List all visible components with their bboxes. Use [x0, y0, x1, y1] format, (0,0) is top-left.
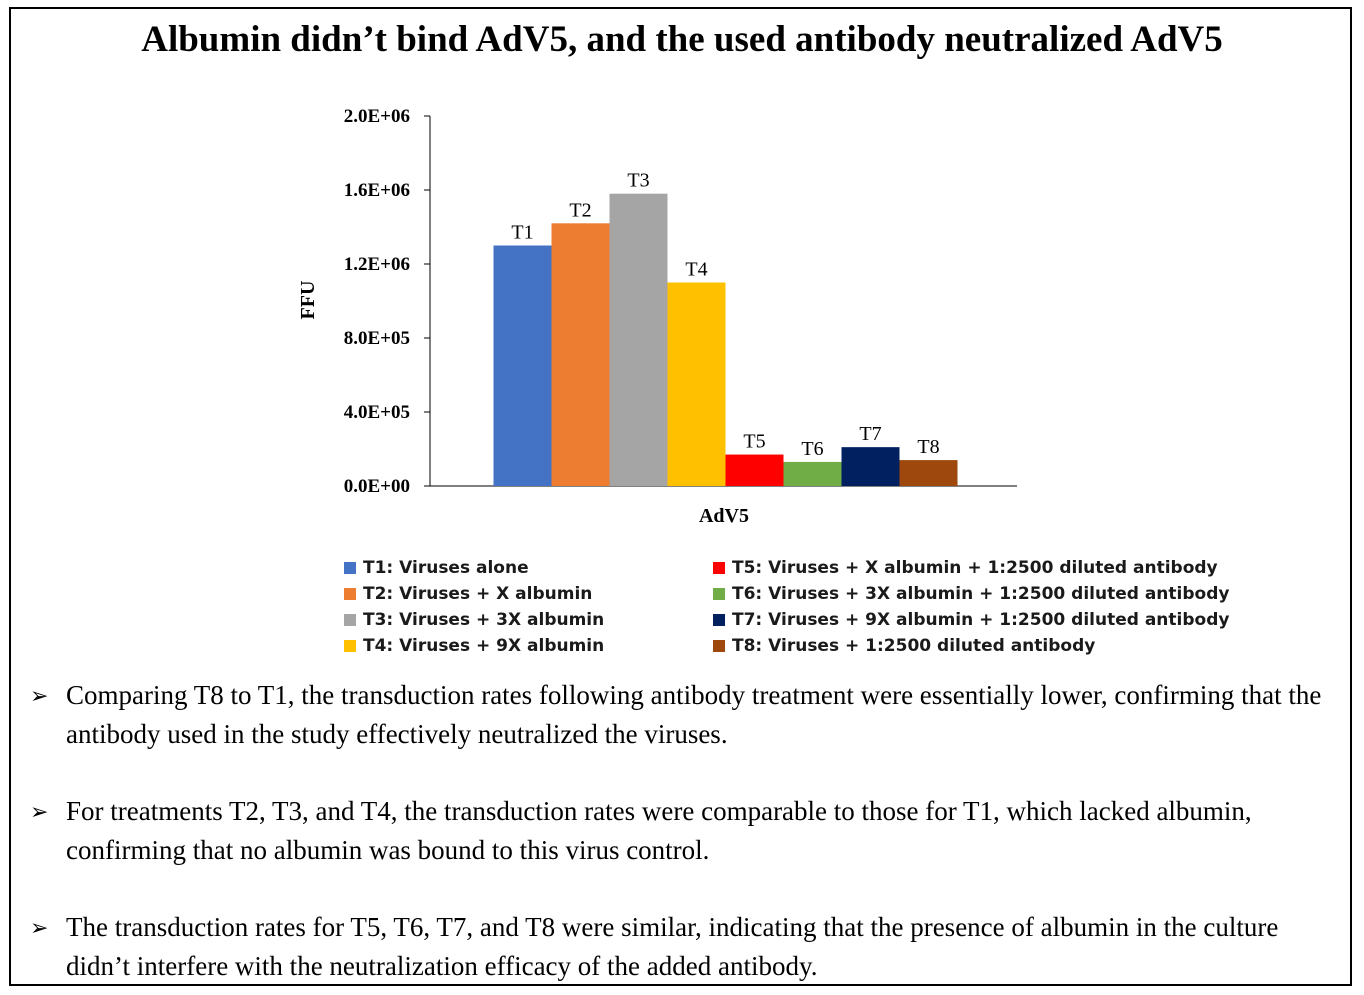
bar-t6	[783, 461, 842, 486]
bar-label-t4: T4	[685, 259, 707, 281]
bar-label-t2: T2	[569, 199, 591, 221]
bar-t8	[899, 460, 958, 486]
bar-label-t3: T3	[627, 170, 649, 192]
bar-t3	[609, 193, 668, 486]
note-item: ➢ The transduction rates for T5, T6, T7,…	[30, 908, 1340, 986]
slide-title: Albumin didn’t bind AdV5, and the used a…	[141, 19, 1223, 60]
bar-t7	[841, 447, 900, 486]
y-axis: 0.0E+00 4.0E+05 8.0E+05 1.2E+06 1.6E+06 2.0E+…	[344, 106, 1017, 497]
bars	[493, 193, 958, 487]
bar-t5	[725, 454, 784, 486]
y-tick-label: 1.2E+06	[344, 254, 410, 275]
arrow-bullet-icon: ➢	[30, 915, 49, 940]
arrow-bullet-icon: ➢	[30, 683, 49, 708]
x-axis-title: AdV5	[699, 505, 749, 527]
y-tick-label: 4.0E+05	[344, 402, 410, 423]
note-text: Comparing T8 to T1, the transduction rat…	[66, 680, 1322, 749]
y-axis-title: FFU	[297, 281, 319, 320]
note-text: For treatments T2, T3, and T4, the trans…	[66, 796, 1252, 865]
note-text: The transduction rates for T5, T6, T7, a…	[66, 912, 1279, 981]
bar-label-t1: T1	[511, 222, 533, 244]
y-tick-label: 2.0E+06	[344, 106, 410, 127]
bar-t1	[493, 245, 552, 486]
y-tick-label: 8.0E+05	[344, 328, 410, 349]
arrow-bullet-icon: ➢	[30, 799, 49, 824]
slide-frame	[9, 7, 1352, 986]
y-tick-label: 0.0E+00	[344, 476, 410, 497]
bar-label-t8: T8	[917, 436, 939, 458]
bar-labels: T1 T2 T3 T4 T5 T6 T7 T8	[511, 170, 939, 460]
bar-label-t7: T7	[859, 423, 881, 445]
notes-list: ➢ Comparing T8 to T1, the transduction r…	[30, 676, 1340, 986]
note-item: ➢ For treatments T2, T3, and T4, the tra…	[30, 792, 1340, 870]
y-tick-label: 1.6E+06	[344, 180, 410, 201]
bar-t4	[667, 282, 726, 486]
bar-t2	[551, 223, 610, 487]
bar-label-t5: T5	[743, 431, 765, 453]
note-item: ➢ Comparing T8 to T1, the transduction r…	[30, 676, 1340, 754]
bar-label-t6: T6	[801, 438, 823, 460]
